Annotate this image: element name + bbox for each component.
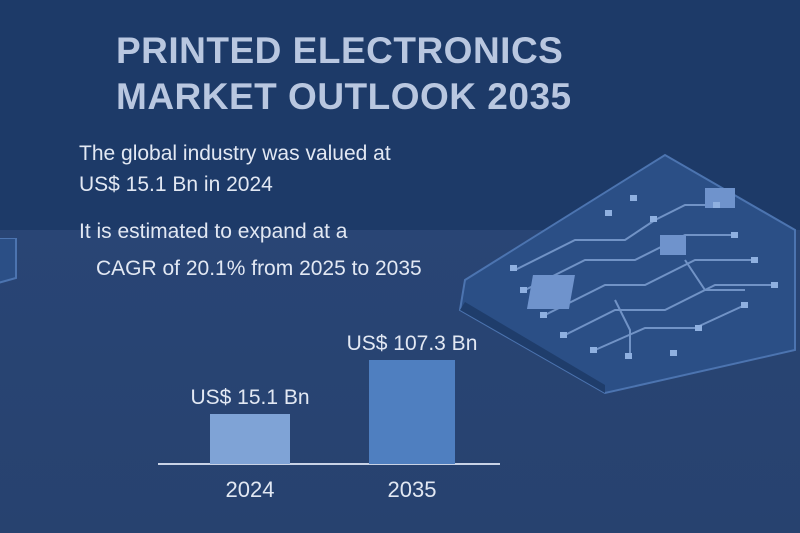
title-line-2: MARKET OUTLOOK 2035 bbox=[116, 76, 572, 117]
board-edge-fragment bbox=[0, 238, 17, 284]
data-label-2035: US$ 107.3 Bn bbox=[347, 332, 478, 355]
bar-chart: US$ 15.1 Bn 2024 US$ 107.3 Bn 2035 bbox=[158, 332, 500, 502]
bar-2035 bbox=[369, 360, 455, 464]
page-title: PRINTED ELECTRONICS MARKET OUTLOOK 2035 bbox=[116, 28, 636, 120]
bar-2024 bbox=[210, 414, 290, 464]
forecast-text: It is estimated to expand at a CAGR of 2… bbox=[79, 216, 499, 284]
category-label-2035: 2035 bbox=[388, 477, 437, 502]
circuit-board-illustration bbox=[458, 153, 796, 395]
data-label-2024: US$ 15.1 Bn bbox=[190, 386, 309, 409]
intro-text: The global industry was valued at US$ 15… bbox=[79, 138, 499, 200]
intro-line-1: The global industry was valued at bbox=[79, 142, 391, 165]
forecast-line-1: It is estimated to expand at a bbox=[79, 220, 348, 243]
forecast-line-2: CAGR of 20.1% from 2025 to 2035 bbox=[96, 257, 422, 280]
intro-line-2: US$ 15.1 Bn in 2024 bbox=[79, 173, 273, 196]
title-line-1: PRINTED ELECTRONICS bbox=[116, 30, 564, 71]
category-label-2024: 2024 bbox=[226, 477, 275, 502]
